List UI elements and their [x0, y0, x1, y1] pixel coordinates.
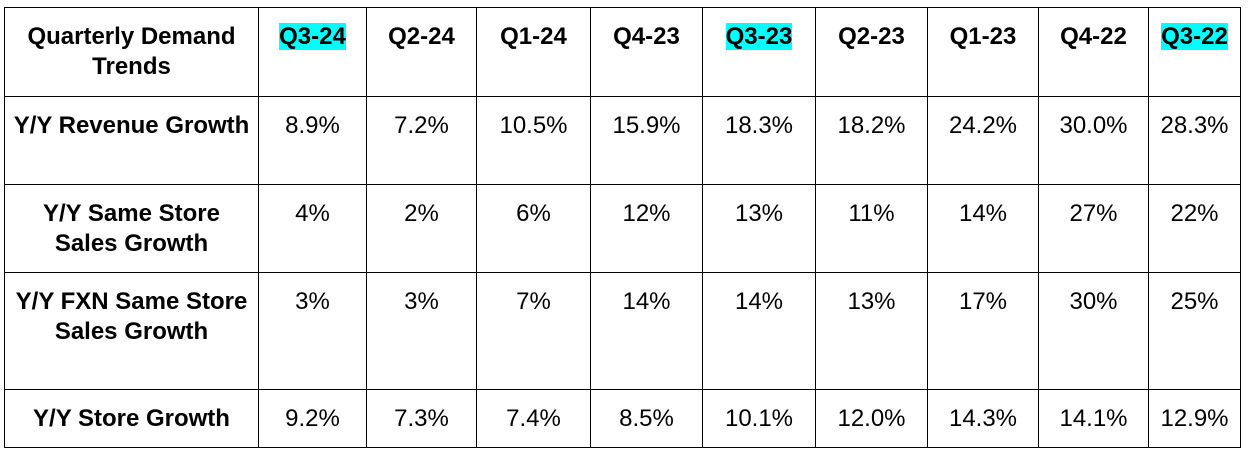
column-header-label: Q1-23 — [949, 23, 1017, 50]
table-cell: 24.2% — [927, 96, 1039, 185]
table-cell: 8.9% — [258, 96, 367, 185]
table-cell: 14.1% — [1038, 389, 1149, 448]
table-cell: 18.3% — [702, 96, 816, 185]
column-header-label: Q3-23 — [725, 23, 793, 50]
row-header-label: Y/Y Revenue Growth — [13, 112, 250, 139]
table-cell: 17% — [927, 272, 1039, 390]
column-header-q2-23: Q2-23 — [815, 7, 928, 97]
table-cell: 14% — [702, 272, 816, 390]
column-header-q3-22: Q3-22 — [1148, 7, 1241, 97]
table-cell: 6% — [476, 184, 591, 273]
table-cell: 14.3% — [927, 389, 1039, 448]
corner-header-label: Quarterly Demand Trends — [27, 23, 236, 80]
column-header-label: Q2-24 — [388, 23, 455, 50]
table-cell: 30% — [1038, 272, 1149, 390]
column-header-label: Q3-24 — [279, 23, 346, 50]
table-cell: 4% — [258, 184, 367, 273]
table-cell: 9.2% — [258, 389, 367, 448]
table-cell: 27% — [1038, 184, 1149, 273]
table-cell: 10.1% — [702, 389, 816, 448]
quarterly-demand-table: Quarterly Demand Trends Q3-24 Q2-24 Q1-2… — [4, 7, 1241, 448]
table-header-row: Quarterly Demand Trends Q3-24 Q2-24 Q1-2… — [4, 7, 1241, 97]
column-header-label: Q4-22 — [1060, 23, 1127, 50]
table-cell: 14% — [590, 272, 703, 390]
table-cell: 15.9% — [590, 96, 703, 185]
column-header-label: Q1-24 — [500, 23, 567, 50]
row-header-cell: Y/Y FXN Same Store Sales Growth — [4, 272, 259, 390]
table-cell: 13% — [702, 184, 816, 273]
table-cell: 14% — [927, 184, 1039, 273]
column-header-q4-22: Q4-22 — [1038, 7, 1149, 97]
table-cell: 12.9% — [1148, 389, 1241, 448]
column-header-q4-23: Q4-23 — [590, 7, 703, 97]
table-row-fxn-same-store-sales-growth: Y/Y FXN Same Store Sales Growth 3% 3% 7%… — [4, 272, 1241, 390]
row-header-label: Y/Y FXN Same Store Sales Growth — [15, 288, 248, 345]
table-row-same-store-sales-growth: Y/Y Same Store Sales Growth 4% 2% 6% 12%… — [4, 184, 1241, 273]
column-header-q3-24: Q3-24 — [258, 7, 367, 97]
table-cell: 3% — [366, 272, 477, 390]
table-cell: 30.0% — [1038, 96, 1149, 185]
table-cell: 28.3% — [1148, 96, 1241, 185]
row-header-cell: Y/Y Same Store Sales Growth — [4, 184, 259, 273]
table-cell: 10.5% — [476, 96, 591, 185]
column-header-label: Q3-22 — [1161, 23, 1228, 50]
column-header-q3-23: Q3-23 — [702, 7, 816, 97]
table-cell: 22% — [1148, 184, 1241, 273]
table-row-store-growth: Y/Y Store Growth 9.2% 7.3% 7.4% 8.5% 10.… — [4, 389, 1241, 448]
table-cell: 12.0% — [815, 389, 928, 448]
table-cell: 2% — [366, 184, 477, 273]
table-cell: 7% — [476, 272, 591, 390]
table-cell: 7.2% — [366, 96, 477, 185]
row-header-cell: Y/Y Revenue Growth — [4, 96, 259, 185]
column-header-label: Q4-23 — [613, 23, 680, 50]
row-header-cell: Y/Y Store Growth — [4, 389, 259, 448]
table-cell: 7.4% — [476, 389, 591, 448]
table-cell: 7.3% — [366, 389, 477, 448]
table-cell: 25% — [1148, 272, 1241, 390]
table-cell: 12% — [590, 184, 703, 273]
corner-header-cell: Quarterly Demand Trends — [4, 7, 259, 97]
table-cell: 11% — [815, 184, 928, 273]
column-header-q2-24: Q2-24 — [366, 7, 477, 97]
row-header-label: Y/Y Store Growth — [33, 405, 230, 432]
column-header-q1-23: Q1-23 — [927, 7, 1039, 97]
row-header-label: Y/Y Same Store Sales Growth — [43, 200, 220, 257]
table-cell: 18.2% — [815, 96, 928, 185]
table-cell: 3% — [258, 272, 367, 390]
column-header-label: Q2-23 — [838, 23, 905, 50]
table-row-revenue-growth: Y/Y Revenue Growth 8.9% 7.2% 10.5% 15.9%… — [4, 96, 1241, 185]
table-cell: 13% — [815, 272, 928, 390]
table-cell: 8.5% — [590, 389, 703, 448]
column-header-q1-24: Q1-24 — [476, 7, 591, 97]
